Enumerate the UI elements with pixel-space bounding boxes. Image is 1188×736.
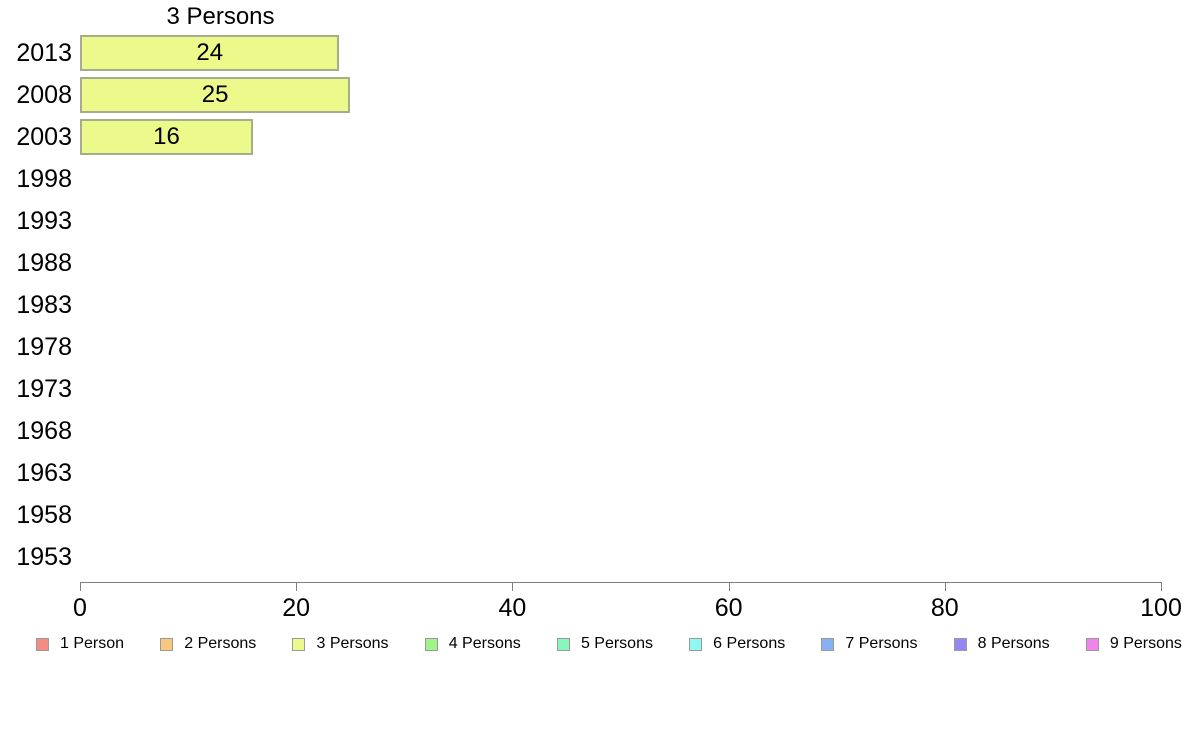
legend-swatch-icon [821, 637, 835, 651]
legend-item[interactable]: 3 Persons [292, 635, 389, 653]
y-axis-label: 2003 [16, 122, 72, 151]
chart-row: 1993 [0, 200, 1188, 242]
y-axis-label: 1973 [16, 374, 72, 403]
chart-row: 1983 [0, 284, 1188, 326]
chart-row: 1963 [0, 452, 1188, 494]
bar-value-label: 16 [153, 123, 180, 150]
bar[interactable]: 16 [80, 119, 253, 155]
plot-area: 2013 24 2008 25 2003 16 1998 1993 1988 1983 1978 19… [0, 32, 1188, 578]
x-axis-tick-label: 80 [930, 594, 959, 622]
legend-label: 5 Persons [580, 635, 653, 652]
y-axis-label: 1998 [16, 164, 72, 193]
bar[interactable]: 24 [80, 35, 340, 71]
x-axis-tick-label: 60 [714, 594, 743, 622]
bar-value-label: 24 [196, 39, 224, 66]
x-axis-tick [80, 582, 81, 591]
legend-swatch-icon [160, 637, 174, 651]
chart-row: 1973 [0, 368, 1188, 410]
legend-item[interactable]: 4 Persons [424, 635, 521, 653]
chart-row: 1958 [0, 494, 1188, 536]
y-axis-label: 1983 [16, 290, 72, 319]
chart-row: 1953 [0, 536, 1188, 578]
legend-item[interactable]: 7 Persons [821, 635, 917, 653]
legend-item[interactable]: 6 Persons [689, 635, 785, 653]
legend-label: 6 Persons [713, 635, 786, 652]
chart-title: 3 Persons [166, 3, 275, 30]
x-axis: 0 20 40 60 80 100 [73, 582, 1182, 622]
legend-label: 4 Persons [448, 635, 521, 652]
legend-label: 8 Persons [977, 635, 1050, 652]
y-axis-label: 1993 [16, 206, 72, 235]
x-axis-tick-label: 0 [73, 594, 87, 622]
chart-row: 1998 [0, 158, 1188, 200]
y-axis-label: 1988 [16, 248, 72, 277]
x-axis-tick [296, 582, 298, 591]
y-axis-label: 1958 [16, 500, 72, 529]
x-axis-tick [1161, 582, 1162, 591]
legend-item[interactable]: 8 Persons [953, 635, 1050, 653]
legend: 1 Person 2 Persons 3 Persons 4 Persons 5 Per… [36, 635, 1182, 653]
legend-item[interactable]: 2 Persons [160, 635, 256, 653]
legend-swatch-icon [689, 637, 703, 651]
legend-swatch-icon [1085, 637, 1099, 651]
y-axis-label: 1953 [16, 542, 72, 571]
legend-swatch-icon [292, 637, 306, 651]
legend-item[interactable]: 5 Persons [556, 635, 653, 653]
legend-swatch-icon [556, 637, 570, 651]
chart-row: 1988 [0, 242, 1188, 284]
legend-swatch-icon [36, 637, 49, 651]
y-axis-label: 2008 [16, 80, 72, 109]
legend-label: 2 Persons [184, 635, 257, 652]
y-axis-label: 2013 [16, 38, 72, 67]
x-axis-tick [512, 582, 514, 591]
legend-swatch-icon [953, 637, 967, 651]
chart-row: 2003 16 [0, 116, 1188, 158]
x-axis-tick [944, 582, 946, 591]
legend-label: 7 Persons [845, 635, 918, 652]
chart-row: 1968 [0, 410, 1188, 452]
chart-row: 2013 24 [0, 32, 1188, 74]
x-axis-tick-label: 40 [498, 594, 527, 622]
x-axis-line [80, 582, 1161, 583]
bar-value-label: 25 [201, 81, 229, 108]
legend-label: 1 Person [60, 635, 125, 652]
legend-item[interactable]: 9 Persons [1085, 635, 1182, 653]
legend-item[interactable]: 1 Person [36, 635, 124, 653]
x-axis-tick-label: 20 [282, 594, 311, 622]
x-axis-tick-label: 100 [1140, 594, 1182, 622]
y-axis-label: 1978 [16, 332, 72, 361]
bar[interactable]: 25 [80, 77, 351, 113]
chart-row: 2008 25 [0, 74, 1188, 116]
legend-label: 9 Persons [1109, 635, 1182, 652]
legend-label: 3 Persons [316, 635, 389, 652]
y-axis-label: 1968 [16, 416, 72, 445]
legend-swatch-icon [424, 637, 438, 651]
x-axis-tick [728, 582, 730, 591]
chart-row: 1978 [0, 326, 1188, 368]
y-axis-label: 1963 [16, 458, 72, 487]
